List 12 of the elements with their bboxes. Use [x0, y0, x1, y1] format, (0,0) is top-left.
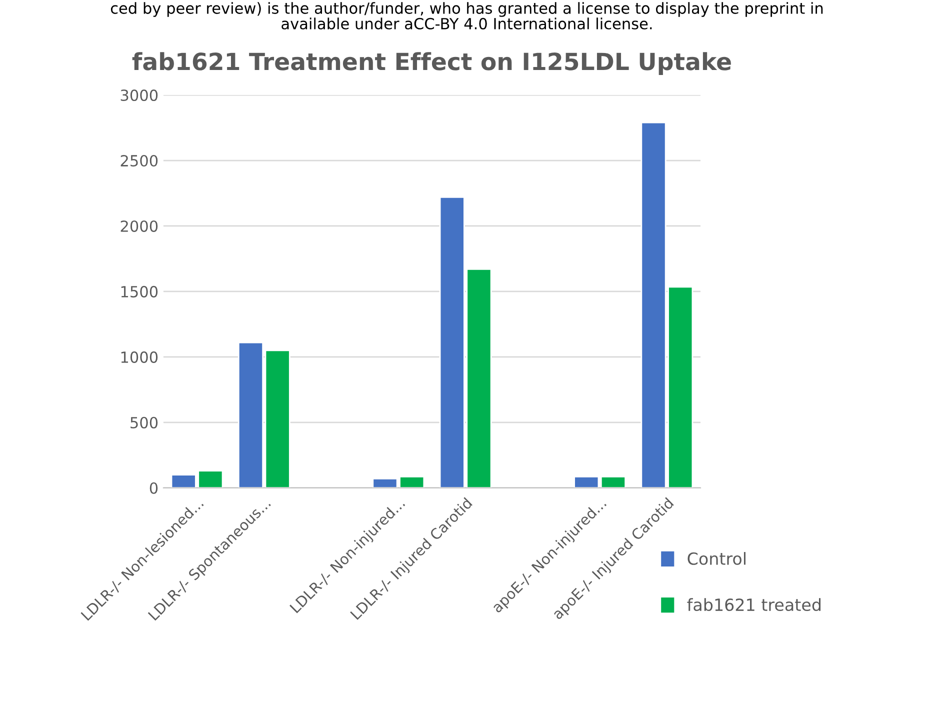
legend-label: fab1621 treated [687, 598, 820, 612]
text: available under aCC-BY 4.0 International license. [282, 18, 652, 30]
y-tick-label: 500 [130, 416, 158, 428]
y-tick-label: 3000 [120, 90, 158, 102]
text: ced by peer review) is the author/funder, who has granted a license to display the preprint in [110, 2, 823, 17]
legend-label: Control [688, 552, 746, 565]
chart-title: fab1621 Treatment Effect on I125LDL Uptake [132, 52, 731, 75]
y-tick-label: 2500 [120, 154, 158, 167]
y-tick-label: 2000 [120, 220, 158, 232]
y-tick-label: 1000 [121, 351, 158, 363]
y-tick-label: 0 [150, 482, 158, 494]
y-tick-label: 1500 [121, 286, 158, 298]
